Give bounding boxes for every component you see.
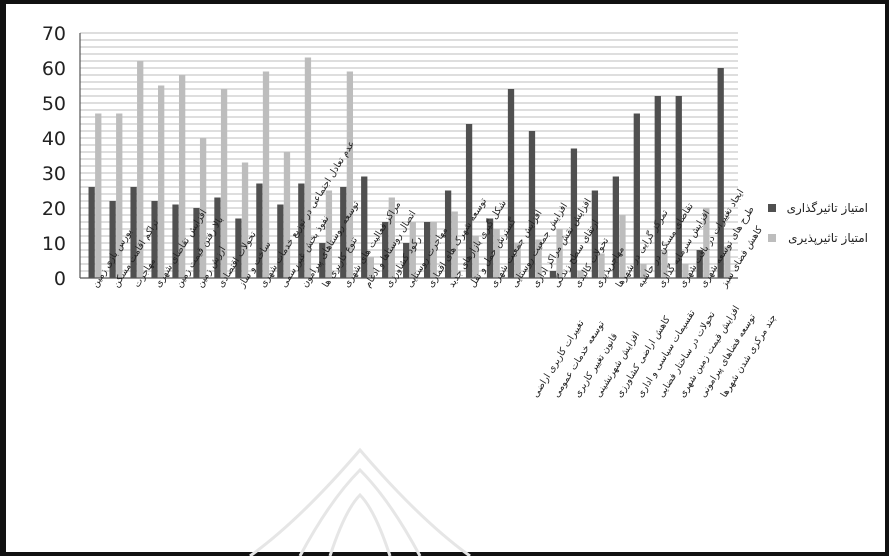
bar-impact bbox=[361, 176, 368, 278]
bar-impact bbox=[612, 176, 619, 278]
bar-dependence bbox=[703, 208, 710, 278]
y-tick-label: 40 bbox=[42, 128, 66, 150]
bar-impact bbox=[654, 96, 661, 278]
bar-impact bbox=[591, 190, 599, 278]
legend-swatch bbox=[768, 234, 776, 242]
bar-impact bbox=[319, 243, 326, 278]
bar-impact bbox=[172, 204, 179, 278]
bar-impact bbox=[528, 131, 536, 278]
bar-dependence bbox=[95, 113, 102, 278]
y-tick-label: 70 bbox=[42, 23, 66, 45]
bar-dependence bbox=[178, 75, 186, 278]
bar-dependence bbox=[388, 197, 395, 278]
y-tick-label: 50 bbox=[42, 93, 66, 115]
bar-dependence bbox=[661, 250, 668, 278]
bar-impact bbox=[151, 201, 158, 278]
bar-dependence bbox=[535, 239, 542, 278]
bar-dependence bbox=[409, 222, 416, 278]
legend-label: امتیاز تاثیرگذاری bbox=[787, 201, 868, 216]
bar-impact bbox=[465, 124, 473, 278]
legend-label: امتیاز تاثیرپذیری bbox=[788, 231, 868, 246]
bar-dependence bbox=[304, 57, 312, 278]
bar-dependence bbox=[514, 243, 521, 278]
bar-dependence bbox=[325, 190, 333, 278]
bar-dependence bbox=[619, 215, 626, 278]
bar-dependence bbox=[598, 253, 605, 278]
bar-dependence bbox=[283, 152, 291, 278]
y-tick-label: 30 bbox=[42, 163, 66, 185]
bar-impact bbox=[382, 222, 389, 278]
bar-impact bbox=[193, 208, 200, 278]
legend-swatch bbox=[768, 204, 776, 212]
bar-impact bbox=[507, 89, 515, 278]
bar-impact bbox=[549, 271, 557, 278]
bar-dependence bbox=[640, 264, 647, 278]
y-tick-label: 10 bbox=[42, 233, 66, 255]
bar-impact bbox=[424, 222, 431, 278]
bar-dependence bbox=[346, 71, 354, 278]
y-tick-label: 0 bbox=[54, 268, 66, 290]
bar-dependence bbox=[199, 138, 207, 278]
bar-dependence bbox=[367, 257, 374, 278]
bar-dependence bbox=[137, 61, 144, 278]
bar-dependence bbox=[116, 113, 123, 278]
watermark-emblem bbox=[249, 447, 471, 556]
bar-dependence bbox=[451, 211, 458, 278]
bar-impact bbox=[696, 250, 703, 278]
bar-dependence bbox=[556, 229, 563, 278]
bar-dependence bbox=[158, 85, 165, 278]
bar-impact bbox=[675, 96, 682, 278]
bar-impact bbox=[717, 68, 724, 278]
bar-dependence bbox=[220, 89, 228, 278]
bar-impact bbox=[444, 190, 452, 278]
y-tick-label: 20 bbox=[42, 198, 66, 220]
bar-dependence bbox=[241, 162, 249, 278]
bar-impact bbox=[88, 187, 95, 278]
bar-impact bbox=[486, 218, 494, 278]
bar-dependence bbox=[493, 229, 500, 278]
y-tick-label: 60 bbox=[42, 58, 66, 80]
bar-impact bbox=[256, 183, 263, 278]
bar-dependence bbox=[577, 271, 584, 278]
bar-dependence bbox=[430, 222, 437, 278]
bar-impact bbox=[570, 148, 578, 278]
bar-dependence bbox=[724, 246, 731, 278]
bar-impact bbox=[403, 243, 410, 278]
bar-impact bbox=[633, 113, 640, 278]
bar-impact bbox=[298, 183, 305, 278]
bar-impact bbox=[235, 218, 242, 278]
bar-impact bbox=[130, 187, 137, 278]
bar-impact bbox=[214, 197, 221, 278]
bar-impact bbox=[340, 187, 347, 278]
bar-dependence bbox=[472, 236, 479, 278]
bar-dependence bbox=[262, 71, 270, 278]
bar-impact bbox=[109, 201, 116, 278]
bar-dependence bbox=[682, 264, 689, 278]
bar-impact bbox=[277, 204, 284, 278]
